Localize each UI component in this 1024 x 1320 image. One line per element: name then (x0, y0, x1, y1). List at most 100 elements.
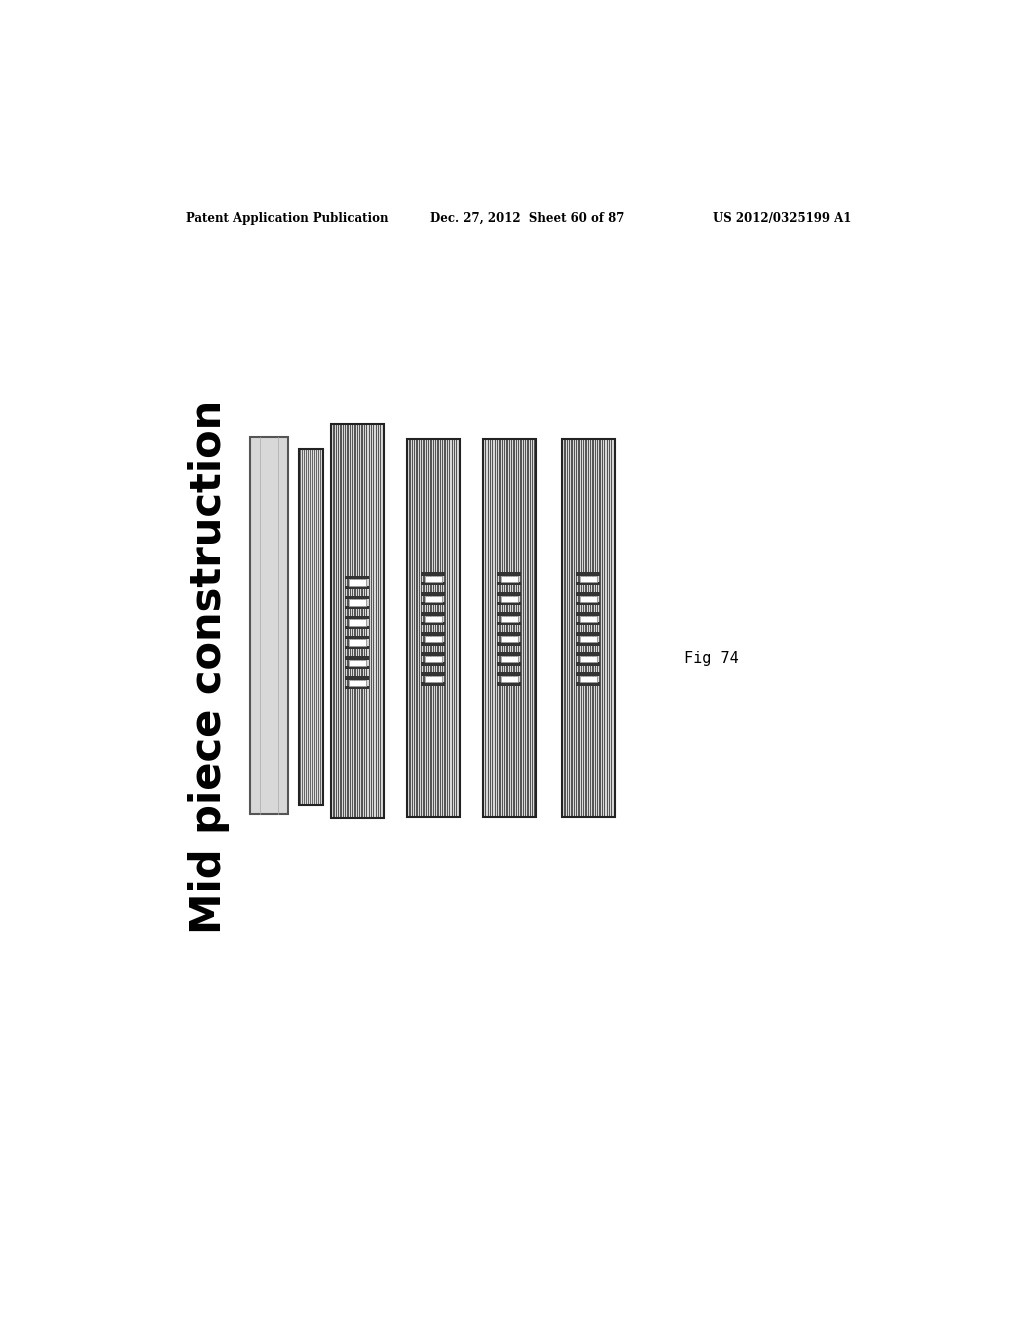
Bar (368, 424, 369, 818)
Bar (585, 440, 586, 817)
Bar (483, 440, 536, 817)
Bar (429, 440, 430, 817)
Bar (422, 632, 445, 636)
Text: Dec. 27, 2012  Sheet 60 of 87: Dec. 27, 2012 Sheet 60 of 87 (430, 213, 625, 224)
Bar (498, 572, 521, 576)
Bar (361, 424, 362, 818)
Bar (511, 440, 512, 817)
Bar (422, 663, 445, 665)
Bar (345, 606, 370, 610)
Bar (611, 440, 612, 817)
Bar (488, 440, 489, 817)
Bar (452, 440, 453, 817)
Bar (580, 676, 597, 682)
Bar (498, 652, 521, 656)
Bar (568, 440, 569, 817)
Bar (336, 424, 337, 818)
Bar (577, 652, 600, 656)
Bar (505, 440, 507, 817)
Bar (604, 440, 605, 817)
Bar (407, 440, 460, 817)
Bar (573, 440, 574, 817)
Bar (451, 440, 452, 817)
Bar (564, 440, 565, 817)
Bar (496, 440, 497, 817)
Bar (580, 615, 597, 623)
Bar (383, 424, 384, 818)
Bar (358, 424, 359, 818)
Bar (426, 440, 427, 817)
Bar (331, 424, 384, 818)
Bar (513, 440, 515, 817)
Bar (501, 615, 518, 623)
Bar (485, 440, 486, 817)
Bar (365, 424, 367, 818)
Bar (498, 612, 521, 615)
Bar (370, 424, 371, 818)
Bar (425, 676, 442, 682)
Bar (570, 440, 571, 817)
Bar (580, 636, 597, 643)
Bar (349, 619, 366, 626)
Text: Fig 74: Fig 74 (684, 651, 739, 667)
Bar (580, 440, 581, 817)
Bar (582, 440, 583, 817)
Bar (345, 595, 370, 599)
Bar (498, 623, 521, 626)
Bar (372, 424, 373, 818)
Bar (534, 440, 535, 817)
Bar (498, 591, 521, 595)
Bar (381, 424, 383, 818)
Bar (422, 602, 445, 606)
Bar (337, 424, 338, 818)
Bar (577, 612, 600, 615)
Bar (354, 424, 355, 818)
Bar (523, 440, 524, 817)
Bar (574, 440, 577, 817)
Bar (603, 440, 604, 817)
Bar (346, 424, 347, 818)
Bar (497, 440, 498, 817)
Bar (417, 440, 418, 817)
Bar (345, 656, 370, 660)
Bar (409, 440, 410, 817)
Bar (605, 440, 606, 817)
Bar (332, 424, 334, 818)
Bar (577, 663, 600, 665)
Bar (367, 424, 368, 818)
Bar (418, 440, 419, 817)
Bar (492, 440, 493, 817)
Bar (521, 440, 523, 817)
Bar (454, 440, 455, 817)
Bar (587, 440, 588, 817)
Bar (507, 440, 508, 817)
Bar (565, 440, 566, 817)
Bar (442, 440, 443, 817)
Bar (498, 582, 521, 586)
Bar (495, 440, 496, 817)
Bar (613, 440, 614, 817)
Bar (590, 440, 591, 817)
Bar (345, 626, 370, 630)
Bar (498, 440, 500, 817)
Bar (371, 424, 372, 818)
Bar (610, 440, 611, 817)
Bar (349, 680, 366, 686)
Bar (517, 440, 518, 817)
Bar (501, 636, 518, 643)
Bar (251, 437, 288, 814)
Bar (566, 440, 568, 817)
Bar (532, 440, 534, 817)
Bar (335, 424, 336, 818)
Bar (516, 440, 517, 817)
Bar (450, 440, 451, 817)
Bar (525, 440, 526, 817)
Bar (379, 424, 380, 818)
Bar (502, 440, 503, 817)
Bar (422, 652, 445, 656)
Text: Patent Application Publication: Patent Application Publication (186, 213, 389, 224)
Bar (453, 440, 454, 817)
Bar (422, 582, 445, 586)
Bar (577, 643, 600, 645)
Bar (606, 440, 607, 817)
